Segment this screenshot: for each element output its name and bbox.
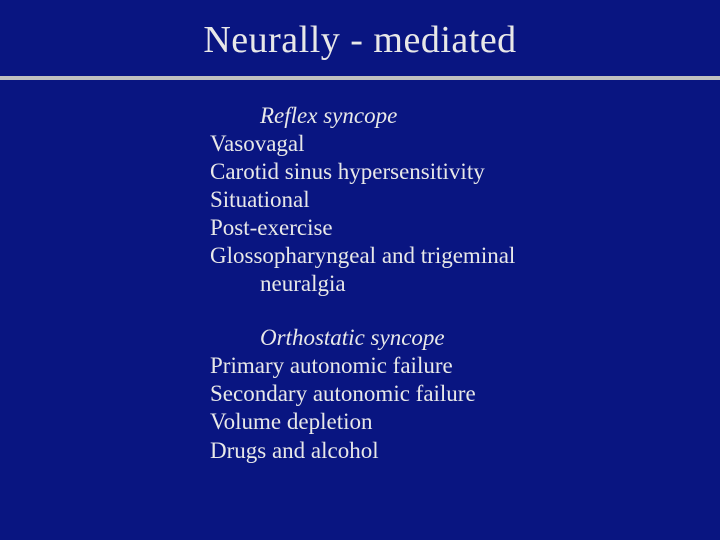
list-item: Volume depletion [210,408,720,436]
list-item: Drugs and alcohol [210,437,720,465]
list-item: Situational [210,186,720,214]
list-item: Glossopharyngeal and trigeminal [210,242,720,270]
section-heading-orthostatic: Orthostatic syncope [210,324,720,352]
list-item: Carotid sinus hypersensitivity [210,158,720,186]
list-item: Secondary autonomic failure [210,380,720,408]
section-heading-reflex: Reflex syncope [210,102,720,130]
list-item: Primary autonomic failure [210,352,720,380]
list-item-continuation: neuralgia [210,270,720,298]
content-area: Reflex syncope Vasovagal Carotid sinus h… [0,80,720,465]
list-item: Vasovagal [210,130,720,158]
section-gap [210,298,720,324]
slide-title: Neurally - mediated [0,0,720,70]
list-item: Post-exercise [210,214,720,242]
slide: Neurally - mediated Reflex syncope Vasov… [0,0,720,540]
